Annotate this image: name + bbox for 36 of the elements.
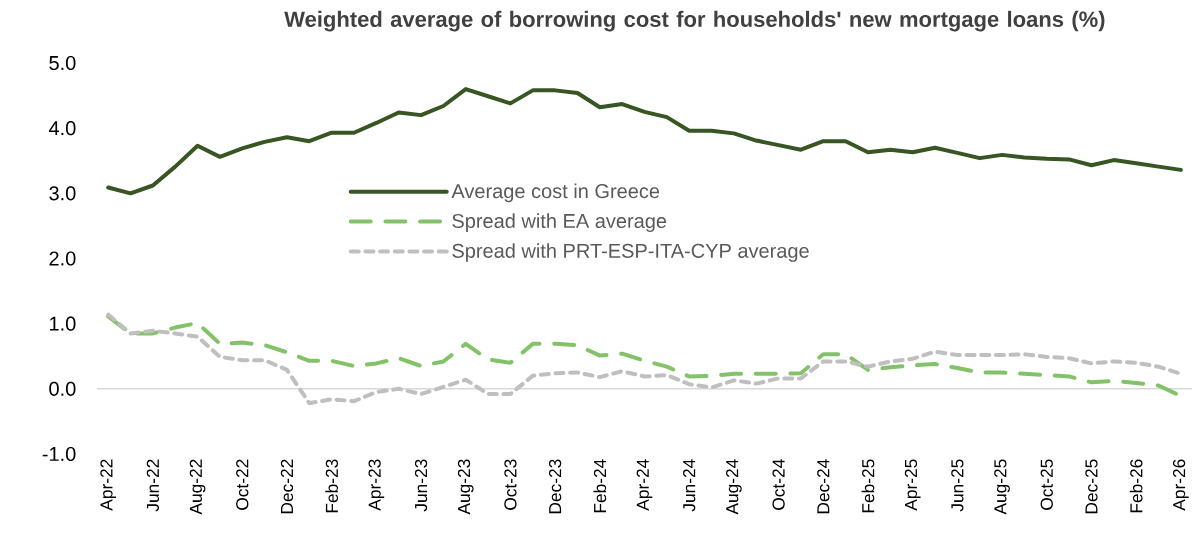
legend-label: Spread with PRT-ESP-ITA-CYP average <box>452 243 809 262</box>
x-tick-label: Oct-24 <box>772 459 785 510</box>
legend-label: Spread with EA average <box>452 213 667 233</box>
y-tick-label: 3.0 <box>49 186 76 201</box>
x-tick-label: Aug-22 <box>189 459 206 515</box>
x-tick-label: Dec-23 <box>548 459 562 514</box>
x-tick-label: Feb-25 <box>861 459 875 513</box>
x-tick-label: Oct-23 <box>504 459 517 510</box>
x-tick-label: Jun-24 <box>683 459 696 512</box>
y-tick-label: 1.0 <box>50 316 76 331</box>
x-tick-label: Apr-23 <box>368 459 385 511</box>
x-tick-label: Feb-24 <box>593 459 607 513</box>
y-tick-label: 5.0 <box>49 55 76 71</box>
y-tick-label: 2.0 <box>49 251 76 266</box>
x-tick-label: Jun-23 <box>414 459 428 512</box>
x-tick-label: Aug-24 <box>726 459 742 515</box>
x-tick-label: Apr-25 <box>904 459 921 511</box>
x-tick-label: Jun-22 <box>146 459 160 512</box>
x-tick-label: Dec-24 <box>817 459 830 514</box>
x-tick-label: Apr-24 <box>636 459 653 511</box>
legend-label: Average cost in Greece <box>451 183 660 203</box>
x-tick-label: Aug-23 <box>457 459 474 515</box>
x-tick-label: Oct-25 <box>1040 459 1053 510</box>
x-tick-label: Apr-22 <box>100 459 117 511</box>
x-tick-label: Dec-25 <box>1085 459 1098 514</box>
y-tick-label: -1.0 <box>42 446 76 462</box>
x-tick-label: Apr-26 <box>1172 459 1189 511</box>
x-tick-label: Aug-25 <box>994 459 1010 515</box>
y-tick-label: 0.0 <box>49 381 76 396</box>
x-tick-label: Oct-22 <box>236 459 249 510</box>
y-tick-label: 4.0 <box>48 121 76 136</box>
x-tick-label: Feb-23 <box>325 459 339 513</box>
chart-title: Weighted average of borrowing cost for households' new mortgage loans (%) <box>284 10 1105 32</box>
x-tick-label: Jun-25 <box>951 459 964 512</box>
x-tick-label: Feb-26 <box>1129 459 1143 513</box>
x-tick-label: Dec-22 <box>280 459 294 514</box>
